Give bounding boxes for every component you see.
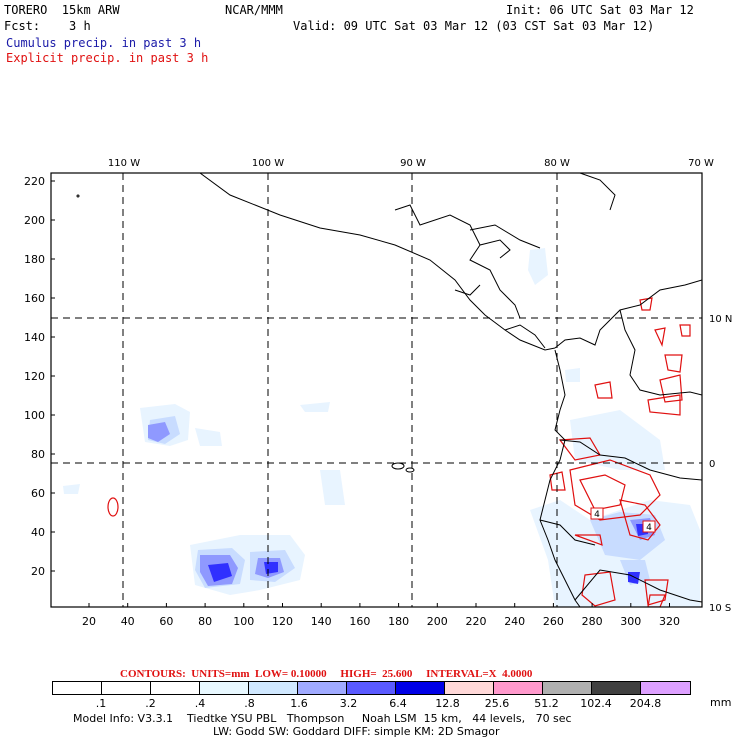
color-scale-cell: [641, 682, 690, 694]
physics-info: LW: Godd SW: Goddard DIFF: simple KM: 2D…: [213, 725, 500, 738]
x-tick-label: 320: [659, 615, 680, 628]
color-scale-level: 204.8: [629, 697, 662, 710]
color-scale-level: 25.6: [484, 697, 510, 710]
x-tick-label: 140: [311, 615, 332, 628]
color-scale-cell: [396, 682, 445, 694]
color-scale-level: .1: [95, 697, 107, 710]
lon-label: 70 W: [688, 158, 714, 169]
color-scale-cell: [200, 682, 249, 694]
x-tick-label: 200: [427, 615, 448, 628]
map-frame: [50, 172, 703, 608]
color-scale-cell: [347, 682, 396, 694]
x-tick-label: 300: [620, 615, 641, 628]
color-scale-cell: [494, 682, 543, 694]
lat-label: 10 N: [709, 314, 732, 325]
color-scale-cell: [543, 682, 592, 694]
latitude-labels: 10 N 0 10 S: [709, 314, 732, 614]
x-axis-labels: 20 40 60 80 100 120 140 160 180 200 220 240 260 280 30…: [82, 615, 680, 628]
color-scale-level: 1.6: [290, 697, 308, 710]
color-scale-cell: [298, 682, 347, 694]
units-label: mm: [710, 696, 732, 709]
color-scale-level: .2: [145, 697, 156, 710]
y-tick-label: 80: [31, 448, 45, 461]
lat-lon-grid: [51, 173, 702, 607]
contour-label: 4: [646, 523, 652, 533]
x-tick-label: 80: [198, 615, 212, 628]
x-tick-label: 60: [159, 615, 173, 628]
y-tick-label: 120: [24, 370, 45, 383]
color-scale-level: 6.4: [389, 697, 407, 710]
longitude-labels: 110 W 100 W 90 W 80 W 70 W: [108, 158, 714, 169]
model-info: Model Info: V3.3.1 Tiedtke YSU PBL Thomp…: [73, 712, 572, 725]
forecast-hour: Fcst: 3 h: [4, 19, 91, 33]
color-scale-level: 12.8: [435, 697, 460, 710]
y-tick-label: 180: [24, 253, 45, 266]
init-time: Init: 06 UTC Sat 03 Mar 12: [506, 3, 694, 17]
x-tick-label: 240: [504, 615, 525, 628]
cumulus-field-label: Cumulus precip. in past 3 h: [6, 36, 202, 50]
contour-label-boxes: 4 4: [590, 507, 656, 533]
lon-label: 100 W: [252, 158, 284, 169]
color-scale-cell: [249, 682, 298, 694]
y-tick-label: 160: [24, 292, 45, 305]
color-scale-level: 3.2: [339, 697, 358, 710]
x-tick-label: 120: [272, 615, 293, 628]
y-tick-label: 200: [24, 214, 45, 227]
precip-shading: [63, 173, 702, 607]
model-title: TORERO 15km ARW: [4, 3, 120, 17]
y-tick-label: 100: [24, 409, 45, 422]
x-tick-label: 260: [543, 615, 564, 628]
x-tick-label: 160: [349, 615, 370, 628]
x-tick-label: 100: [233, 615, 254, 628]
y-tick-label: 220: [24, 175, 45, 188]
color-scale-level: .8: [244, 697, 255, 710]
valid-time: Valid: 09 UTC Sat 03 Mar 12 (03 CST Sat …: [293, 19, 655, 33]
x-tick-label: 20: [82, 615, 96, 628]
contours-info: CONTOURS: UNITS=mm LOW= 0.10000 HIGH= 25…: [120, 668, 533, 680]
y-axis-labels: 220 200 180 160 140 120 100 80 60 40 20: [24, 175, 45, 578]
y-tick-label: 20: [31, 565, 45, 578]
color-scale-level: .4: [194, 697, 206, 710]
color-scale-bar: [52, 681, 691, 695]
color-scale-level: 102.4: [580, 697, 612, 710]
contour-label: 4: [594, 510, 600, 520]
x-tick-label: 220: [466, 615, 487, 628]
x-tick-label: 40: [121, 615, 135, 628]
y-tick-label: 40: [31, 526, 45, 539]
lon-label: 110 W: [108, 158, 140, 169]
color-scale-cell: [53, 682, 102, 694]
lat-label: 0: [709, 459, 715, 470]
color-scale-cell: [445, 682, 494, 694]
lat-label: 10 S: [709, 603, 731, 614]
color-scale-cell: [151, 682, 200, 694]
x-tick-label: 280: [582, 615, 603, 628]
lon-label: 90 W: [400, 158, 426, 169]
color-scale-cell: [102, 682, 151, 694]
color-scale-level: 51.2: [534, 697, 559, 710]
y-tick-label: 60: [31, 487, 45, 500]
color-scale-cell: [592, 682, 641, 694]
x-tick-label: 180: [388, 615, 409, 628]
lon-label: 80 W: [544, 158, 570, 169]
explicit-field-label: Explicit precip. in past 3 h: [6, 51, 209, 65]
organization-label: NCAR/MMM: [225, 3, 283, 17]
y-tick-label: 140: [24, 331, 45, 344]
